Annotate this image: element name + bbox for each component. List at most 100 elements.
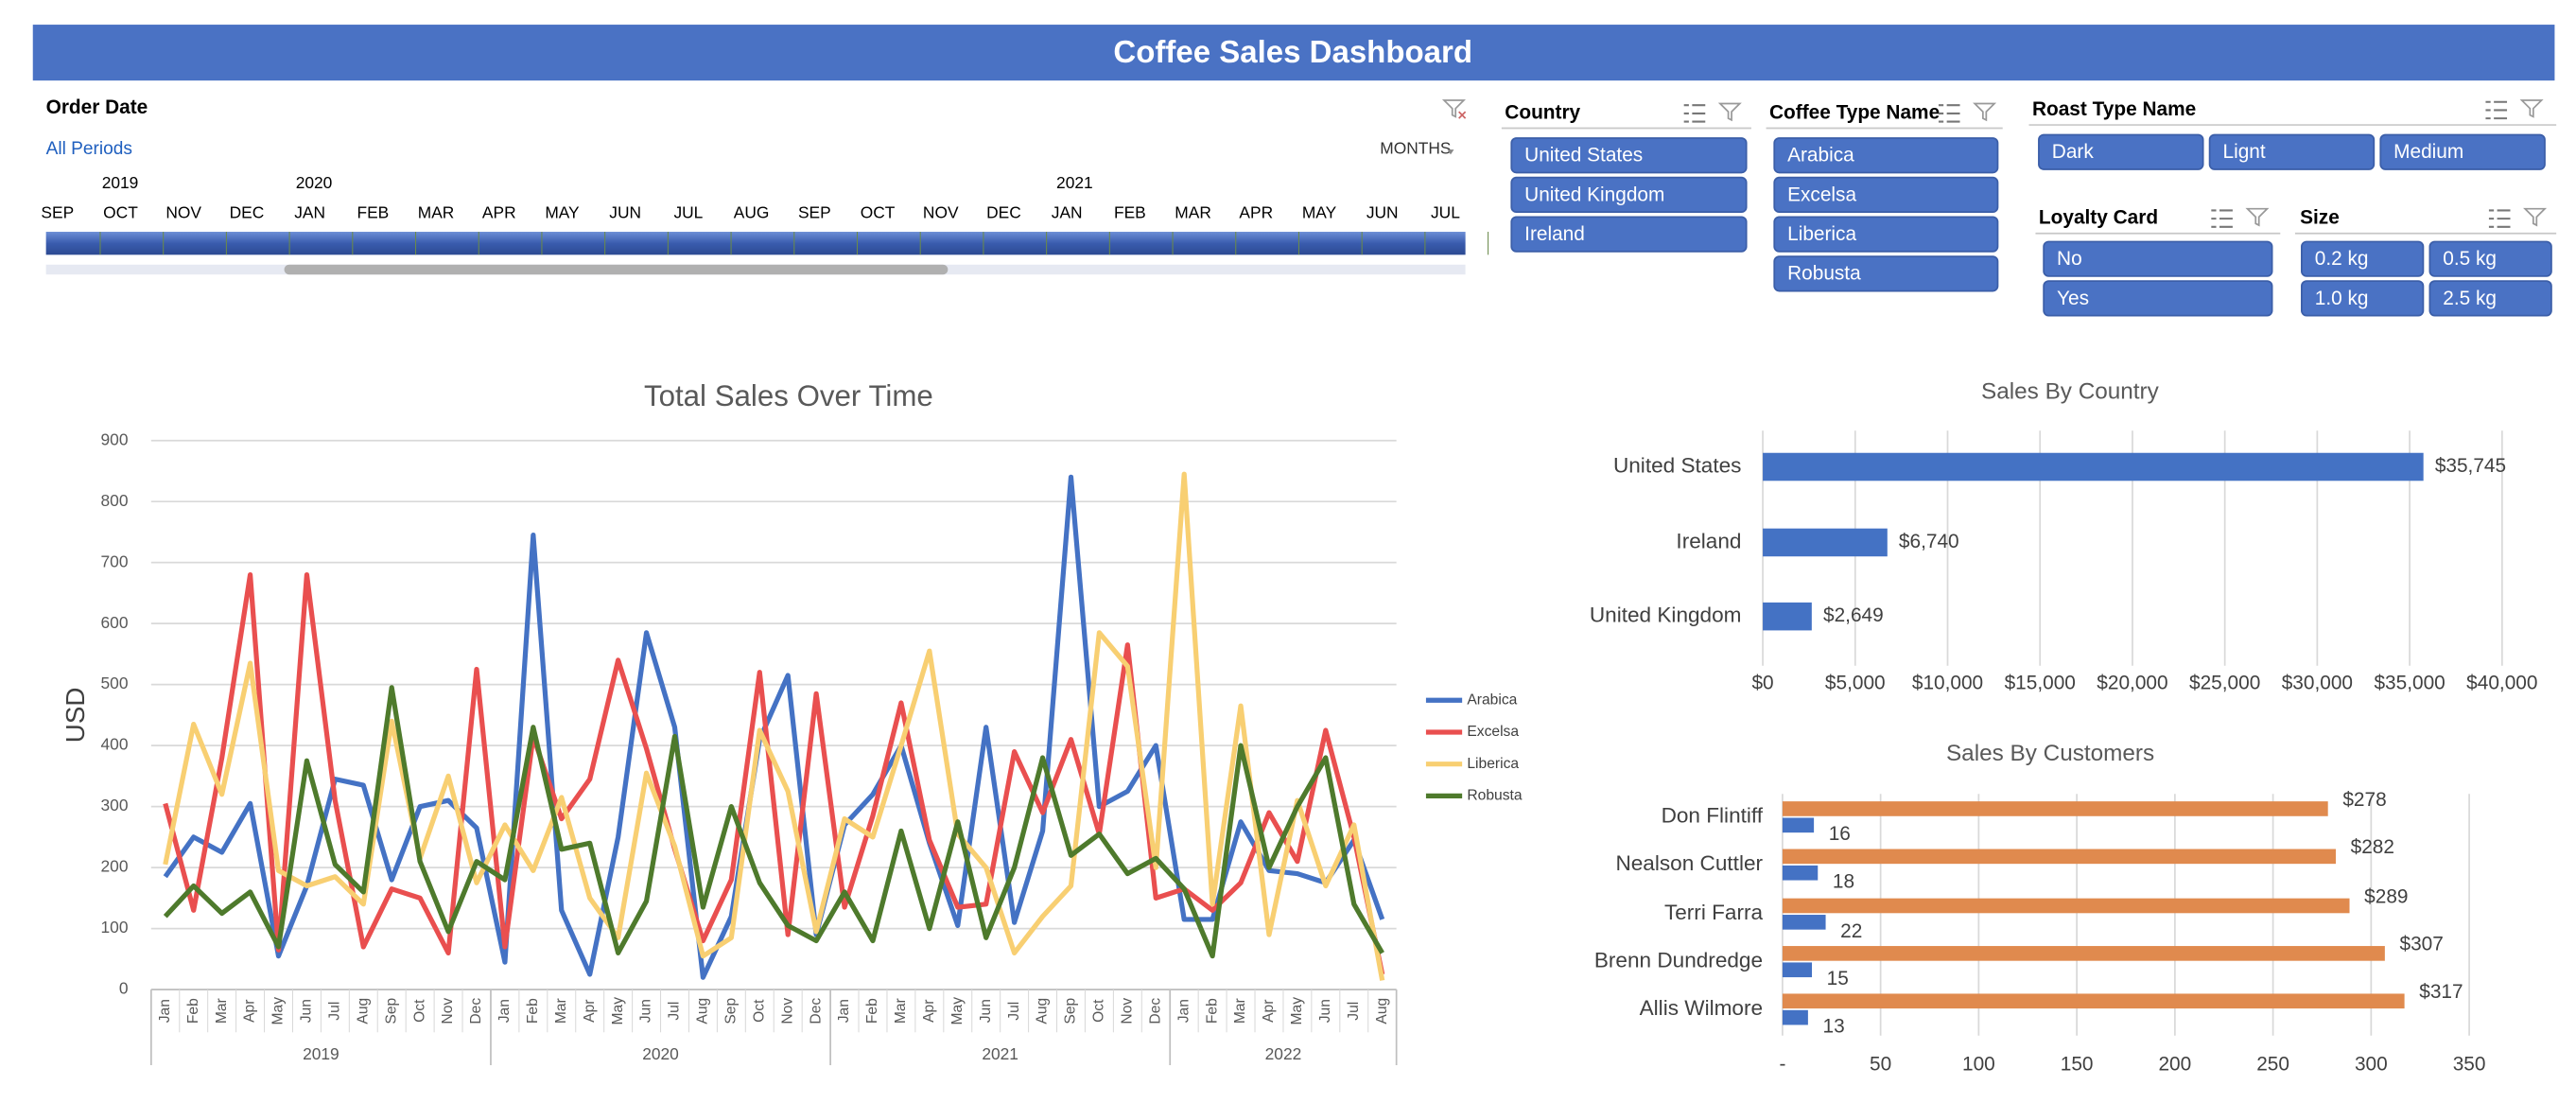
slicer-item[interactable]: Ireland bbox=[1524, 223, 1585, 245]
legend-label[interactable]: Liberica bbox=[1467, 756, 1519, 772]
x-tick-label: May bbox=[270, 997, 287, 1025]
bar bbox=[1763, 528, 1888, 557]
timeline-month[interactable]: JUL bbox=[673, 202, 703, 221]
x-tick-label: Jun bbox=[638, 999, 654, 1023]
legend-label[interactable]: Robusta bbox=[1467, 788, 1522, 804]
slicer-button[interactable] bbox=[1773, 137, 1999, 174]
y-axis-label: USD bbox=[61, 688, 90, 744]
legend-label[interactable]: Arabica bbox=[1467, 692, 1517, 708]
x-tick-label: $30,000 bbox=[2282, 672, 2353, 693]
timeline-month[interactable]: JAN bbox=[294, 202, 325, 221]
slicer-item[interactable]: 1.0 kg bbox=[2315, 288, 2369, 309]
timeline-month[interactable]: JUL bbox=[1431, 202, 1460, 221]
slicer-button[interactable] bbox=[2043, 280, 2273, 317]
x-tick-label: Jul bbox=[667, 1002, 683, 1021]
clear-filter-icon[interactable] bbox=[1973, 102, 1997, 122]
slicer-item[interactable]: Lignt bbox=[2222, 141, 2265, 163]
slicer-item[interactable]: Dark bbox=[2052, 141, 2095, 163]
multi-select-icon[interactable] bbox=[1938, 104, 1960, 123]
slicer-item[interactable]: Robusta bbox=[1787, 263, 1861, 285]
x-tick-label: Aug bbox=[1035, 998, 1051, 1024]
slicer-item[interactable]: Liberica bbox=[1787, 223, 1856, 245]
x-tick-label: Feb bbox=[185, 998, 201, 1024]
slicer-button[interactable] bbox=[2428, 280, 2552, 317]
slicer-item[interactable]: United Kingdom bbox=[1524, 184, 1664, 205]
slicer-button[interactable] bbox=[2428, 240, 2552, 277]
multi-select-icon[interactable] bbox=[2488, 209, 2511, 228]
timeline-year: 2021 bbox=[1056, 173, 1093, 192]
data-label: $289 bbox=[2364, 885, 2408, 907]
x-tick-label: Feb bbox=[864, 998, 880, 1024]
y-tick-label: 200 bbox=[101, 857, 129, 876]
clear-filter-icon[interactable] bbox=[2245, 207, 2270, 227]
slicer-button[interactable] bbox=[1773, 176, 1999, 214]
timeline-month[interactable]: AUG bbox=[734, 202, 770, 221]
slicer-item[interactable]: 0.2 kg bbox=[2315, 248, 2369, 270]
slicer-button[interactable] bbox=[2038, 133, 2204, 170]
timeline-clear-icon[interactable] bbox=[1441, 99, 1467, 119]
slicer-item[interactable]: Excelsa bbox=[1787, 184, 1856, 205]
slicer-button[interactable] bbox=[1510, 216, 1748, 253]
x-tick-label: Jan bbox=[496, 999, 513, 1023]
slicer-button[interactable] bbox=[1773, 216, 1999, 253]
multi-select-icon[interactable] bbox=[2485, 100, 2508, 120]
multi-select-icon[interactable] bbox=[1683, 104, 1706, 123]
timeline-month[interactable]: JAN bbox=[1052, 202, 1083, 221]
series-line bbox=[163, 685, 1384, 959]
clear-filter-icon[interactable] bbox=[1717, 102, 1742, 122]
slicer-button[interactable] bbox=[1510, 176, 1748, 214]
legend-label[interactable]: Excelsa bbox=[1467, 724, 1519, 740]
timeline-month[interactable]: MAY bbox=[1302, 202, 1337, 221]
timeline-month[interactable]: OCT bbox=[861, 202, 896, 221]
slicer-item[interactable]: Arabica bbox=[1787, 145, 1854, 166]
x-tick-label: Nov bbox=[779, 998, 795, 1024]
timeline-selection[interactable]: All Periods bbox=[46, 139, 132, 159]
timeline-month[interactable]: SEP bbox=[41, 202, 74, 221]
timeline-month[interactable]: MAR bbox=[1175, 202, 1211, 221]
x-tick-label: Apr bbox=[242, 1000, 258, 1023]
y-tick-label: Terri Farra bbox=[1664, 901, 1764, 924]
timeline-scroll-thumb[interactable] bbox=[284, 264, 949, 275]
slicer-button[interactable] bbox=[2301, 280, 2425, 317]
slicer-item[interactable]: 2.5 kg bbox=[2443, 288, 2497, 309]
timeline-month[interactable]: SEP bbox=[798, 202, 831, 221]
timeline-month[interactable]: NOV bbox=[165, 202, 201, 221]
slicer-button[interactable] bbox=[1510, 137, 1748, 174]
timeline-month[interactable]: JUN bbox=[1366, 202, 1399, 221]
clear-filter-icon[interactable] bbox=[2519, 99, 2544, 118]
slicer-item[interactable]: Yes bbox=[2057, 288, 2089, 309]
slicer-button[interactable] bbox=[2301, 240, 2425, 277]
dashboard-title: Coffee Sales Dashboard bbox=[1113, 34, 1472, 69]
timeline-month[interactable]: APR bbox=[482, 202, 516, 221]
timeline-month[interactable]: OCT bbox=[103, 202, 138, 221]
x-tick-label: - bbox=[1779, 1054, 1785, 1076]
multi-select-icon[interactable] bbox=[2211, 209, 2233, 228]
slicer-item[interactable]: Medium bbox=[2393, 141, 2463, 163]
timeline-month[interactable]: MAY bbox=[545, 202, 580, 221]
timeline-month[interactable]: MAR bbox=[418, 202, 455, 221]
slicer-button[interactable] bbox=[2379, 133, 2546, 170]
timeline-month[interactable]: FEB bbox=[1114, 202, 1146, 221]
y-tick-label: 900 bbox=[101, 429, 129, 448]
timeline-month[interactable]: NOV bbox=[923, 202, 959, 221]
timeline-bar[interactable] bbox=[45, 232, 1466, 255]
x-tick-label: Jul bbox=[1006, 1002, 1022, 1021]
clear-filter-icon[interactable] bbox=[2523, 207, 2548, 227]
timeline-month[interactable]: DEC bbox=[230, 202, 265, 221]
slicer-button[interactable] bbox=[2043, 240, 2273, 277]
slicer-button[interactable] bbox=[1773, 255, 1999, 292]
level-caret[interactable] bbox=[1447, 149, 1454, 155]
slicer-item[interactable]: 0.5 kg bbox=[2443, 248, 2497, 270]
x-tick-label: $20,000 bbox=[2097, 672, 2167, 693]
timeline-month[interactable]: JUN bbox=[609, 202, 641, 221]
timeline-month[interactable]: DEC bbox=[986, 202, 1021, 221]
timeline-month[interactable]: APR bbox=[1239, 202, 1273, 221]
timeline-year: 2020 bbox=[296, 173, 333, 192]
slicer-item[interactable]: No bbox=[2057, 248, 2082, 270]
data-label: $307 bbox=[2399, 934, 2443, 955]
timeline-level[interactable]: MONTHS bbox=[1380, 139, 1451, 158]
timeline-month[interactable]: FEB bbox=[357, 202, 389, 221]
x-tick-label: Jun bbox=[299, 999, 315, 1023]
slicer-button[interactable] bbox=[2208, 133, 2376, 170]
slicer-item[interactable]: United States bbox=[1524, 145, 1643, 166]
